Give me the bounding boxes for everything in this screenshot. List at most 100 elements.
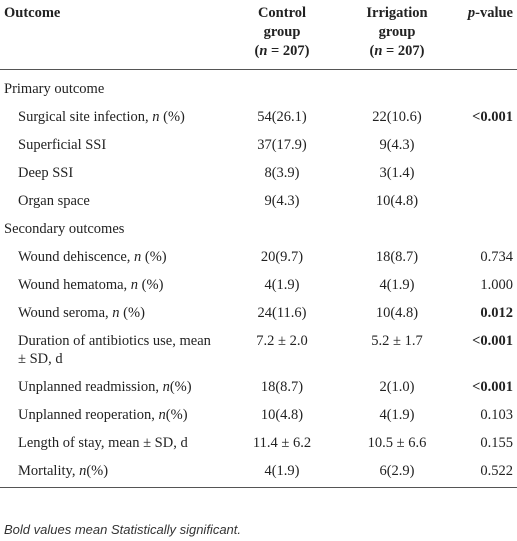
irrigation-value: 10.5 ± 6.6 [367,435,427,451]
control-value: 7.2 ± 2.0 [256,333,308,349]
table-row: Primary outcome [0,70,517,104]
row-label: Wound hematoma, n (%) [0,271,222,299]
p-value [452,159,517,187]
row-label: Length of stay, mean ± SD, d [0,429,222,457]
p-value: <0.001 [472,379,513,395]
table-row: Duration of antibiotics use, mean ± SD, … [0,327,517,373]
italic-text: p [467,5,476,21]
column-header: Control group (n = 207) [222,0,342,70]
p-value: 1.000 [480,277,513,293]
p-value: <0.001 [472,333,513,349]
control-value: 54(26.1) [257,109,307,125]
row-label: Wound seroma, n (%) [0,299,222,327]
irrigation-value: 4(1.9) [379,407,415,423]
table-row: Unplanned reoperation, n(%) 10(4.8) 4(1.9)… [0,401,517,429]
header-line: (n = 207) [226,42,338,61]
text: -value [475,5,513,21]
text: group [263,24,301,40]
column-header: Irrigation group (n = 207) [342,0,452,70]
table-row: Length of stay, mean ± SD, d 11.4 ± 6.2 10… [0,429,517,457]
text: = 207) [267,43,310,59]
p-value [452,187,517,215]
table-row: Wound dehiscence, n (%) 20(9.7) 18(8.7) 0.7… [0,243,517,271]
table-row: Unplanned readmission, n(%) 18(8.7) 2(1.0)… [0,373,517,401]
control-value: 10(4.8) [260,407,304,423]
text: Deep SSI [18,165,74,181]
text: (%) [86,463,109,479]
row-label: Unplanned readmission, n(%) [0,373,222,401]
text: ( [369,43,375,59]
italic-text: n [158,407,166,423]
header-line: (n = 207) [346,42,448,61]
header-line: Outcome [4,4,218,23]
text: Mortality, [18,463,80,479]
p-value: 0.734 [480,249,513,265]
irrigation-value: 5.2 ± 1.7 [371,333,423,349]
italic-text: n [374,43,383,59]
control-value: 8(3.9) [264,165,300,181]
text: (%) [138,277,164,293]
row-label: Duration of antibiotics use, mean ± SD, … [0,327,222,373]
control-value: 20(9.7) [260,249,304,265]
text: Control [257,5,307,21]
p-value: 0.012 [480,305,513,321]
table-body: Primary outcome Surgical site infection, … [0,70,517,488]
italic-text: n [79,463,87,479]
table-row: Deep SSI 8(3.9) 3(1.4) [0,159,517,187]
irrigation-value: 4(1.9) [379,277,415,293]
column-header: p-value [452,0,517,70]
text: Length of stay, mean ± SD, d [18,435,188,451]
header-line: group [226,23,338,42]
text: group [378,24,416,40]
row-label: Organ space [0,187,222,215]
text: Unplanned readmission, [18,379,163,395]
section-label: Primary outcome [4,81,105,97]
irrigation-value: 9(4.3) [379,137,415,153]
text: (%) [169,379,192,395]
outcome-table: Outcome Control group (n = 207) Irrigation gr… [0,0,517,488]
text: Wound hematoma, [18,277,131,293]
header-row: Outcome Control group (n = 207) Irrigation gr… [0,0,517,70]
header-line: Irrigation [346,4,448,23]
text: Organ space [18,193,90,209]
control-value: 37(17.9) [257,137,307,153]
table-row: Surgical site infection, n (%) 54(26.1) 22… [0,103,517,131]
p-value: 0.103 [480,407,513,423]
text: Surgical site infection, [18,109,153,125]
text: (%) [119,305,145,321]
text: Unplanned reoperation, [18,407,159,423]
irrigation-value: 18(8.7) [375,249,419,265]
table-row: Wound seroma, n (%) 24(11.6) 10(4.8) 0.012 [0,299,517,327]
italic-text: n [112,305,120,321]
irrigation-value: 10(4.8) [375,193,419,209]
control-value: 4(1.9) [264,277,300,293]
row-label: Superficial SSI [0,131,222,159]
header-line: p-value [456,4,513,23]
text: = 207) [382,43,425,59]
control-value: 24(11.6) [257,305,307,321]
irrigation-value: 22(10.6) [372,109,422,125]
footnote: Bold values mean Statistically significa… [4,522,242,537]
italic-text: n [259,43,268,59]
italic-text: n [152,109,160,125]
italic-text: n [134,249,142,265]
control-value: 9(4.3) [264,193,300,209]
text: (%) [141,249,167,265]
text: (%) [159,109,185,125]
control-value: 4(1.9) [222,457,342,488]
row-label: Unplanned reoperation, n(%) [0,401,222,429]
row-label: Deep SSI [0,159,222,187]
text: Duration of antibiotics use, mean ± SD, … [18,333,211,367]
row-label: Surgical site infection, n (%) [0,103,222,131]
irrigation-value: 3(1.4) [379,165,415,181]
header-line: Control [226,4,338,23]
text: Outcome [4,5,61,21]
p-value: 0.522 [452,457,517,488]
row-label: Wound dehiscence, n (%) [0,243,222,271]
irrigation-value: 10(4.8) [375,305,419,321]
p-value [452,131,517,159]
p-value: 0.155 [480,435,513,451]
section-label: Secondary outcomes [4,221,125,237]
row-label: Mortality, n(%) [0,457,222,488]
